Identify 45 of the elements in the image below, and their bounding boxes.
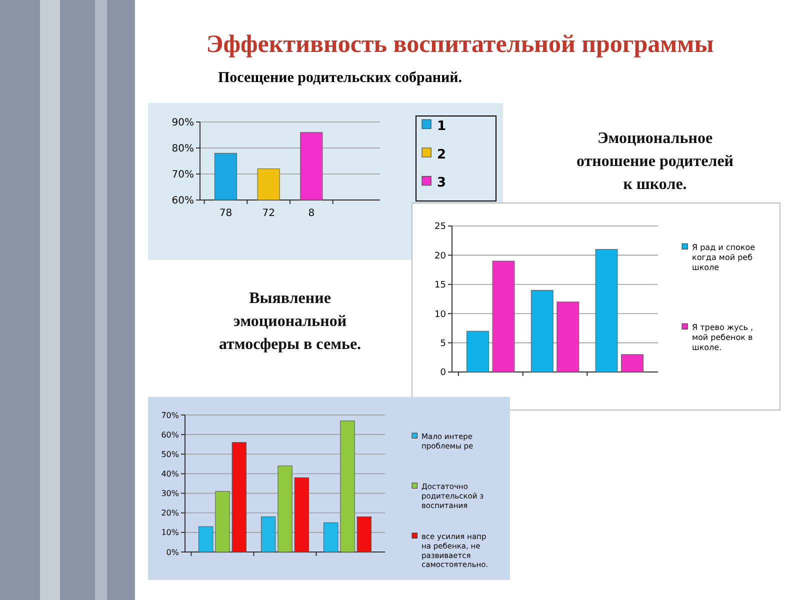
- bar: [261, 516, 276, 552]
- y-tick-label: 70%: [161, 410, 180, 420]
- bar: [466, 330, 489, 372]
- y-tick-label: 50%: [161, 450, 180, 459]
- bar: [215, 491, 230, 552]
- y-tick-label: 40%: [161, 470, 180, 479]
- chart-title: Эмоциональное отношение родителей к школе.: [576, 130, 734, 193]
- legend-label: 1: [437, 119, 446, 134]
- bar: [232, 442, 246, 552]
- y-tick-label: 10%: [161, 528, 180, 538]
- y-tick-label: 15: [434, 280, 446, 291]
- y-tick-label: 80%: [172, 144, 194, 154]
- chart-subtitle: Посещение родительских собраний.: [218, 70, 462, 86]
- legend-label: Я рад и спокое когда мой реб школе: [692, 243, 756, 272]
- bar: [621, 354, 644, 372]
- x-tick-label: 8: [308, 208, 315, 219]
- bar: [492, 260, 515, 372]
- bar: [198, 526, 214, 552]
- y-tick-label: 20: [434, 251, 446, 262]
- y-tick-label: 0%: [166, 548, 180, 557]
- text: Эффективность воспитательной программы: [206, 31, 714, 58]
- y-tick-label: 25: [434, 222, 446, 232]
- legend-label: 2: [437, 147, 446, 162]
- legend-label: Я трево жусь , мой ребенок в школе.: [692, 323, 754, 352]
- bar: [356, 516, 372, 552]
- y-tick-label: 90%: [172, 118, 194, 128]
- y-tick-label: 10: [434, 310, 446, 320]
- bar: [278, 466, 292, 552]
- bar: [324, 522, 338, 552]
- y-tick-label: 70%: [172, 170, 194, 180]
- bar: [340, 420, 355, 552]
- bar: [530, 290, 554, 372]
- y-tick-label: 5: [440, 338, 446, 349]
- y-tick-label: 0: [440, 368, 446, 378]
- bar: [556, 302, 580, 372]
- x-tick-label: 78: [219, 208, 232, 219]
- y-tick-label: 20%: [161, 508, 180, 518]
- chart-title: Выявление эмоциональной атмосферы в семье.: [218, 290, 362, 353]
- y-tick-label: 60%: [172, 196, 194, 206]
- bar: [595, 249, 618, 372]
- legend-label: 3: [437, 176, 446, 191]
- y-tick-label: 30%: [161, 489, 180, 498]
- bar: [294, 477, 309, 552]
- y-tick-label: 60%: [161, 430, 180, 440]
- x-tick-label: 72: [262, 208, 275, 219]
